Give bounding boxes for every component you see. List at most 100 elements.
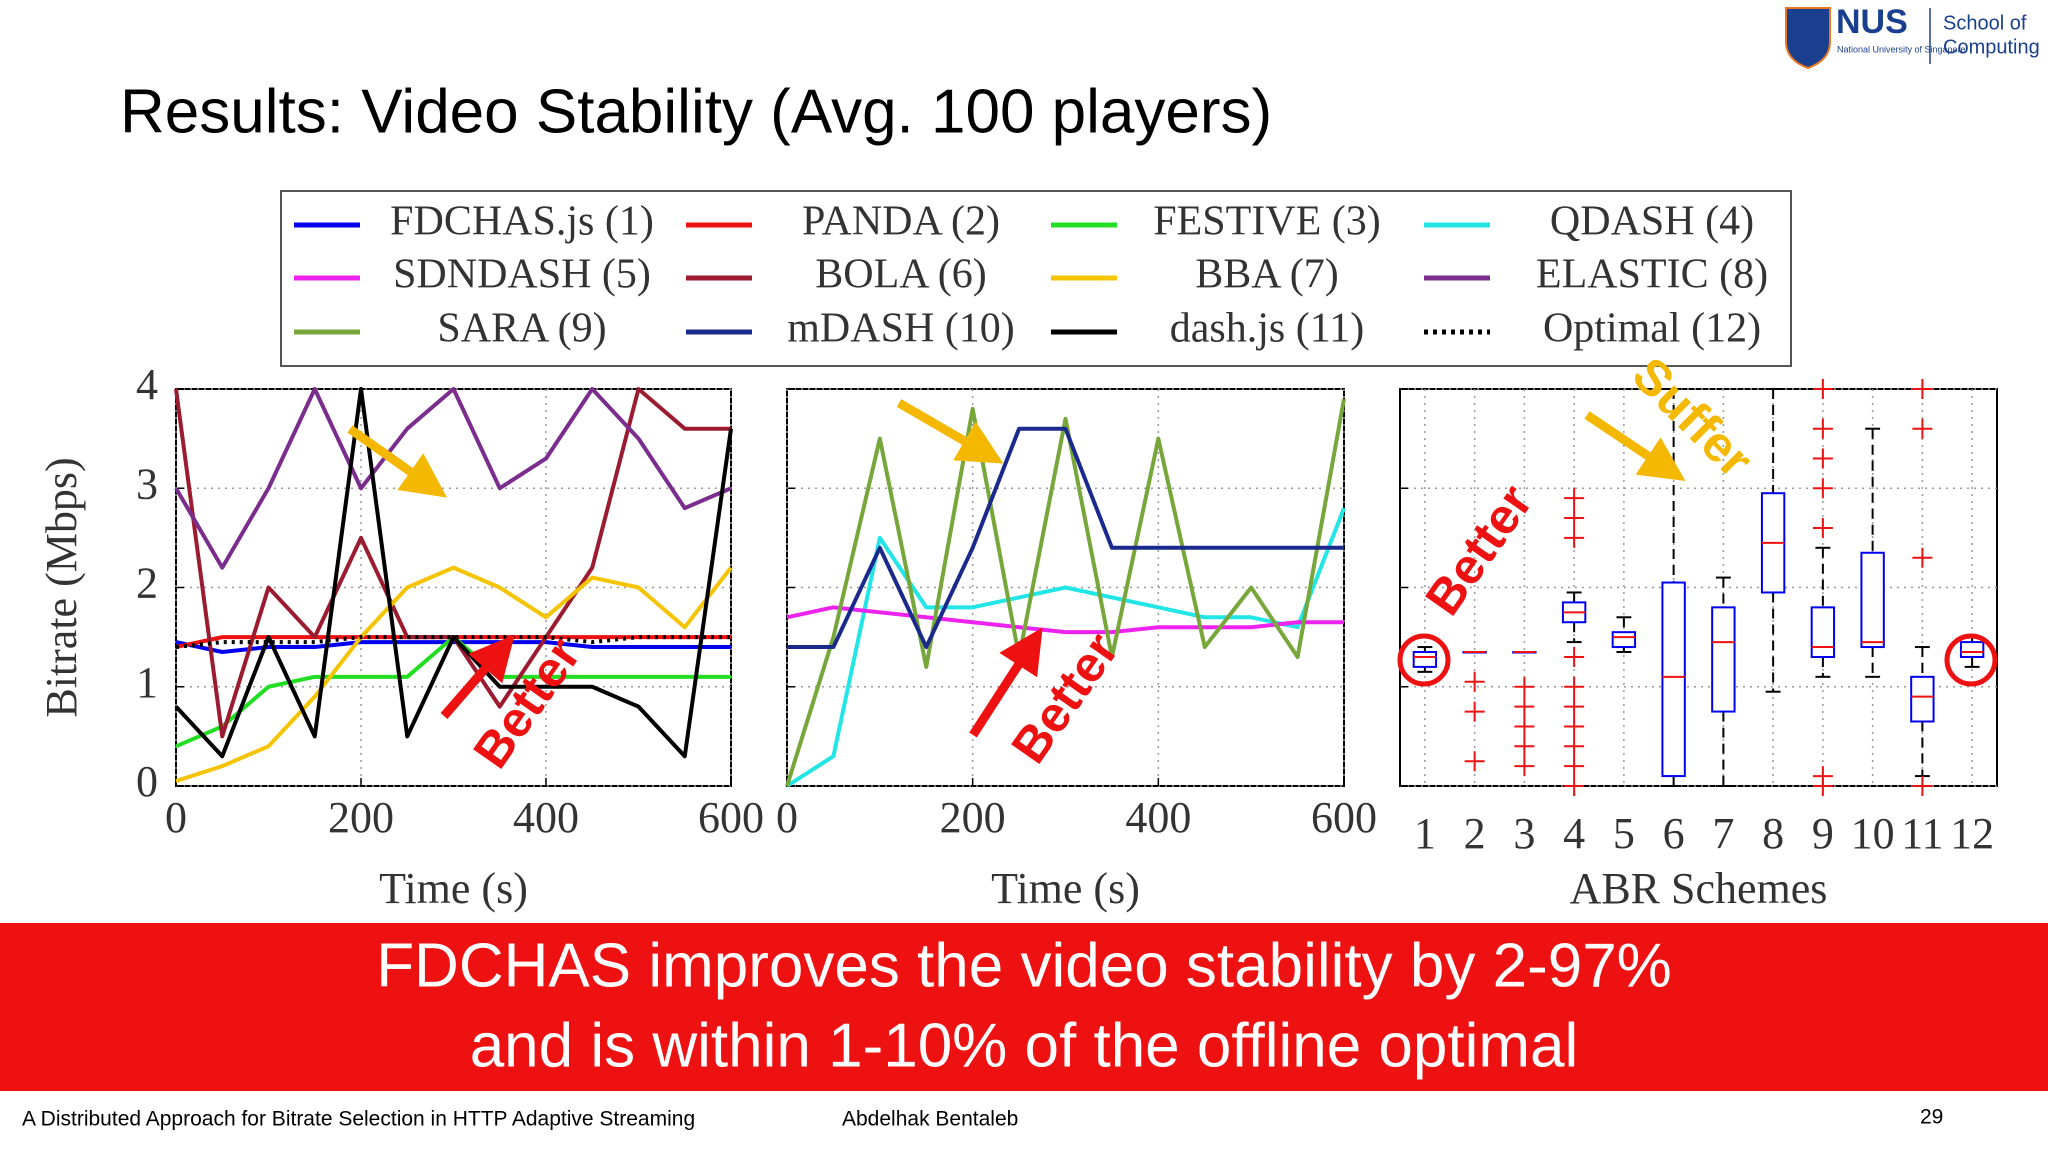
outlier bbox=[1564, 756, 1585, 777]
x-tick-label: 4 bbox=[1563, 809, 1585, 858]
x-tick-label: 200 bbox=[328, 793, 394, 842]
footer-text: A Distributed Approach for Bitrate Selec… bbox=[22, 1108, 695, 1131]
x-tick-label: 600 bbox=[1311, 793, 1377, 842]
box bbox=[1711, 606, 1736, 713]
school-name: Computing bbox=[1943, 36, 2040, 58]
y-tick-label: 2 bbox=[136, 559, 158, 608]
y-axis-label: Bitrate (Mbps) bbox=[37, 457, 86, 717]
x-tick-label: 5 bbox=[1613, 809, 1635, 858]
x-tick-label: 3 bbox=[1513, 809, 1535, 858]
footer-text: Abdelhak Bentaleb bbox=[842, 1108, 1018, 1131]
x-tick-label: 12 bbox=[1950, 809, 1994, 858]
outlier bbox=[1564, 488, 1585, 509]
box bbox=[1910, 675, 1935, 723]
outlier bbox=[1912, 418, 1933, 439]
outlier bbox=[1464, 701, 1485, 722]
logo-subtext: National University of Singapore bbox=[1837, 44, 1966, 54]
box bbox=[1412, 651, 1438, 668]
outlier bbox=[1564, 508, 1585, 529]
series-line bbox=[174, 387, 733, 759]
banner bbox=[0, 923, 2048, 1091]
x-tick-label: 8 bbox=[1762, 809, 1784, 858]
outlier bbox=[1564, 646, 1585, 667]
x-tick-label: 0 bbox=[776, 793, 798, 842]
legend-label: mDASH (10) bbox=[787, 306, 1015, 352]
x-tick-label: 10 bbox=[1851, 809, 1895, 858]
banner-text: and is within 1-10% of the offline optim… bbox=[470, 1011, 1579, 1080]
outlier bbox=[1812, 478, 1833, 499]
box bbox=[1860, 551, 1885, 649]
outlier bbox=[1464, 751, 1485, 772]
plot-area bbox=[175, 388, 732, 787]
legend-label: SARA (9) bbox=[437, 306, 606, 352]
outlier bbox=[1812, 448, 1833, 469]
y-tick-label: 4 bbox=[136, 360, 158, 409]
legend-box bbox=[280, 190, 1792, 367]
outlier bbox=[1912, 776, 1933, 796]
x-axis-label: Time (s) bbox=[379, 864, 528, 913]
series-line bbox=[786, 605, 1344, 635]
slide-title: Results: Video Stability (Avg. 100 playe… bbox=[120, 77, 1272, 146]
x-tick-label: 200 bbox=[940, 793, 1006, 842]
series-line bbox=[785, 398, 1346, 787]
x-axis-label: ABR Schemes bbox=[1570, 864, 1828, 913]
arrow bbox=[440, 634, 515, 719]
x-tick-label: 600 bbox=[698, 793, 764, 842]
outlier bbox=[1514, 756, 1535, 777]
page-number: 29 bbox=[1920, 1106, 1943, 1129]
outlier bbox=[1912, 379, 1933, 399]
x-tick-label: 7 bbox=[1712, 809, 1734, 858]
highlight-circle bbox=[1944, 633, 1998, 687]
legend-label: dash.js (11) bbox=[1170, 306, 1364, 352]
x-tick-label: 9 bbox=[1812, 809, 1834, 858]
box bbox=[1959, 641, 1985, 658]
x-tick-label: 6 bbox=[1663, 809, 1685, 858]
legend-label: BBA (7) bbox=[1195, 252, 1339, 298]
outlier bbox=[1812, 766, 1833, 787]
legend-label: SDNDASH (5) bbox=[393, 252, 651, 298]
outlier bbox=[1564, 676, 1585, 697]
legend-label: FDCHAS.js (1) bbox=[390, 199, 654, 245]
series-line bbox=[174, 387, 732, 570]
series-line bbox=[785, 507, 1346, 788]
x-tick-label: 2 bbox=[1464, 809, 1486, 858]
outlier bbox=[1564, 696, 1585, 717]
outlier bbox=[1812, 517, 1833, 538]
school-name: School of bbox=[1943, 12, 2027, 34]
x-axis-label: Time (s) bbox=[991, 864, 1140, 913]
outlier bbox=[1514, 716, 1535, 737]
outlier bbox=[1564, 716, 1585, 737]
legend-label: QDASH (4) bbox=[1550, 199, 1754, 245]
series-line bbox=[175, 565, 733, 783]
legend-label: PANDA (2) bbox=[802, 199, 1000, 245]
y-tick-label: 0 bbox=[136, 757, 158, 806]
logo-crest bbox=[1785, 7, 1831, 70]
outlier bbox=[1514, 736, 1535, 757]
series-line bbox=[175, 640, 731, 655]
legend-label: BOLA (6) bbox=[815, 252, 987, 298]
outlier bbox=[1464, 671, 1485, 692]
banner-text: FDCHAS improves the video stability by 2… bbox=[376, 931, 1672, 1000]
x-tick-label: 1 bbox=[1414, 809, 1436, 858]
x-tick-label: 400 bbox=[1125, 793, 1191, 842]
legend-label: Optimal (12) bbox=[1543, 306, 1761, 352]
outlier bbox=[1564, 776, 1585, 796]
box bbox=[1611, 631, 1637, 649]
legend-label: FESTIVE (3) bbox=[1153, 199, 1380, 245]
outlier bbox=[1514, 696, 1535, 717]
logo-text: NUS bbox=[1836, 3, 1908, 41]
x-tick-label: 0 bbox=[165, 793, 187, 842]
arrow bbox=[1584, 411, 1686, 482]
outlier bbox=[1812, 379, 1833, 399]
outlier bbox=[1564, 527, 1585, 548]
legend-label: ELASTIC (8) bbox=[1536, 252, 1768, 298]
highlight-circle bbox=[1397, 633, 1451, 687]
outlier bbox=[1812, 418, 1833, 439]
arrow bbox=[969, 627, 1043, 738]
y-tick-label: 3 bbox=[136, 459, 158, 508]
x-tick-label: 11 bbox=[1901, 809, 1943, 858]
box bbox=[1661, 581, 1686, 778]
